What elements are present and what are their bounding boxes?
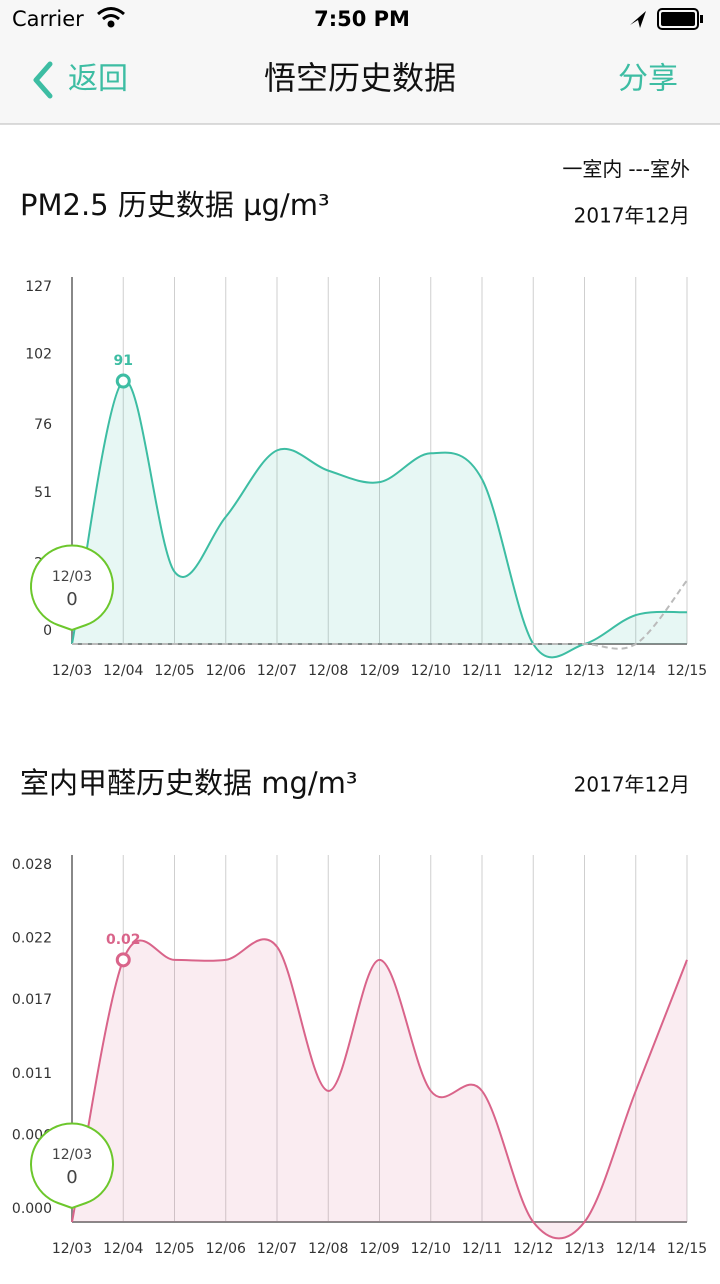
back-chevron[interactable] (33, 61, 53, 99)
legend-entry: 一室内 (562, 157, 622, 181)
y-tick-label: 0.011 (12, 1066, 52, 1082)
clock: 7:50 PM (314, 7, 410, 31)
x-tick-label: 12/08 (308, 1241, 348, 1257)
chart-subtitle: 2017年12月 (574, 773, 690, 797)
y-tick-label: 76 (34, 417, 52, 433)
nav-title: 悟空历史数据 (264, 59, 456, 97)
x-tick-label: 12/15 (667, 1241, 707, 1257)
y-tick-label: 0.022 (12, 931, 52, 947)
x-tick-label: 12/03 (52, 663, 92, 679)
x-tick-label: 12/14 (616, 663, 656, 679)
x-tick-label: 12/04 (103, 663, 143, 679)
x-tick-label: 12/10 (411, 1241, 451, 1257)
x-tick-label: 12/05 (154, 663, 194, 679)
x-tick-label: 12/08 (308, 663, 348, 679)
line (72, 579, 688, 650)
x-tick-label: 12/07 (257, 1241, 297, 1257)
x-tick-label: 12/04 (103, 1241, 143, 1257)
location-icon (630, 11, 646, 28)
y-tick-label: 51 (34, 485, 52, 501)
y-tick-label: 127 (25, 279, 52, 295)
highlight-label: 0.02 (106, 932, 141, 948)
nav-background (0, 0, 720, 124)
share-button[interactable]: 分享 (618, 62, 678, 97)
chart-subtitle: 2017年12月 (574, 204, 690, 228)
line (71, 379, 688, 659)
y-tick-label: 102 (25, 347, 52, 363)
back-label[interactable]: 返回 (68, 62, 128, 97)
x-tick-label: 12/12 (513, 1241, 553, 1257)
line (71, 938, 688, 1240)
x-tick-label: 12/14 (616, 1241, 656, 1257)
tooltip-date: 12/03 (52, 1147, 92, 1163)
x-tick-label: 12/13 (564, 1241, 604, 1257)
y-tick-label: 0 (43, 623, 52, 639)
highlight-point (115, 373, 131, 389)
x-tick-label: 12/09 (359, 1241, 399, 1257)
tooltip-bubble (30, 1122, 114, 1210)
x-tick-label: 12/13 (564, 663, 604, 679)
tooltip-date: 12/03 (52, 569, 92, 585)
highlight-point (115, 952, 131, 968)
chart-title: 室内甲醛历史数据 mg/m³ (20, 766, 358, 800)
x-tick-label: 12/11 (462, 663, 502, 679)
x-tick-label: 12/12 (513, 663, 553, 679)
x-tick-label: 12/07 (257, 663, 297, 679)
x-tick-label: 12/11 (462, 1241, 502, 1257)
legend-entry: ---室外 (628, 157, 690, 181)
legend: 一室内 ---室外 (562, 157, 690, 181)
x-tick-label: 12/06 (206, 663, 246, 679)
tooltip-value: 0 (66, 1167, 77, 1188)
wifi-icon (97, 7, 125, 28)
y-tick-label: 0.000 (12, 1201, 52, 1217)
y-tick-label: 0.028 (12, 857, 52, 873)
area (72, 939, 687, 1239)
x-tick-label: 12/05 (154, 1241, 194, 1257)
x-tick-label: 12/15 (667, 663, 707, 679)
tooltip-bubble (30, 544, 114, 632)
area (72, 380, 687, 658)
highlight-label: 91 (114, 353, 133, 369)
x-tick-label: 12/06 (206, 1241, 246, 1257)
battery-icon (657, 8, 703, 30)
back-button[interactable]: 返回 (33, 61, 128, 99)
x-tick-label: 12/03 (52, 1241, 92, 1257)
x-tick-label: 12/10 (411, 663, 451, 679)
carrier: Carrier (12, 7, 84, 31)
y-tick-label: 0.017 (12, 992, 52, 1008)
tooltip-value: 0 (66, 589, 77, 610)
x-tick-label: 12/09 (359, 663, 399, 679)
chart-title: PM2.5 历史数据 µg/m³ (20, 188, 330, 222)
